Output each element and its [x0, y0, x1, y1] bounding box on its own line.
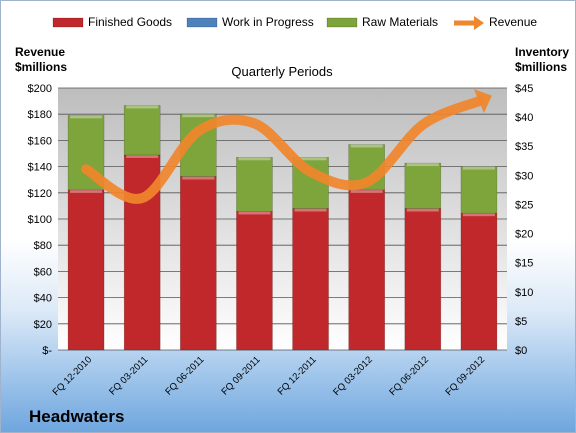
- revenue-line-path: [81, 96, 484, 204]
- x-tick-label: FQ 12-2011: [276, 354, 319, 397]
- bar-highlight: [294, 208, 327, 212]
- right-tick-label: $5: [515, 316, 527, 328]
- legend-label: Revenue: [489, 15, 537, 29]
- legend-label: Work in Progress: [222, 15, 314, 29]
- right-tick-label: $45: [515, 83, 533, 95]
- bar-highlight: [350, 144, 383, 148]
- company-name: Headwaters: [29, 407, 125, 426]
- x-tick-label: FQ 06-2012: [387, 354, 431, 398]
- left-tick-label: $100: [28, 214, 52, 226]
- x-tick-label: FQ 12-2010: [51, 354, 95, 398]
- bar-highlight: [182, 176, 215, 180]
- left-axis-ticks: $- $20 $40 $60 $80 $100 $120 $140 $160 $180 $200: [28, 83, 53, 357]
- bar-highlight: [70, 189, 103, 193]
- bar-raw-materials: [236, 156, 273, 212]
- left-tick-label: $60: [34, 266, 52, 278]
- right-tick-label: $40: [515, 112, 533, 124]
- bar-highlight: [238, 211, 271, 215]
- bar-finished-goods: [460, 212, 498, 351]
- right-axis-ticks: $0 $5 $10 $15 $20 $25 $30 $35 $40 $45: [515, 83, 533, 357]
- right-tick-label: $25: [515, 199, 533, 211]
- right-tick-label: $20: [515, 229, 533, 241]
- bar-raw-materials: [460, 166, 498, 214]
- left-tick-label: $-: [42, 345, 52, 357]
- right-tick-label: $15: [515, 258, 533, 270]
- bar-finished-goods: [180, 176, 217, 351]
- chart-title: Quarterly Periods: [231, 64, 333, 79]
- legend-swatch: [326, 17, 358, 28]
- bar-raw-materials: [123, 105, 161, 156]
- x-tick-label: FQ 03-2012: [331, 354, 375, 398]
- left-tick-label: $180: [28, 109, 52, 121]
- left-tick-label: $200: [28, 83, 52, 95]
- bar-finished-goods: [292, 208, 329, 351]
- revenue-arrowhead: [473, 89, 492, 114]
- x-axis-ticks: FQ 12-2010 FQ 03-2011 FQ 06-2011 FQ 09-2011…: [51, 354, 488, 398]
- x-tick-label: FQ 06-2011: [163, 354, 206, 397]
- bar-highlight: [126, 154, 159, 158]
- legend: Finished Goods Work in Progress Raw Materi…: [52, 15, 537, 30]
- left-axis-label-line1: Revenue: [15, 45, 65, 59]
- x-tick-label: FQ 09-2011: [219, 354, 262, 397]
- bar-finished-goods: [236, 211, 273, 351]
- bar-highlight: [462, 166, 495, 170]
- legend-swatch: [52, 17, 84, 28]
- x-tick-label: FQ 09-2012: [443, 354, 487, 398]
- right-tick-label: $30: [515, 170, 533, 182]
- bar-highlight: [70, 115, 103, 119]
- right-axis-label-line1: Inventory: [515, 45, 569, 59]
- left-tick-label: $80: [34, 240, 52, 252]
- bar-finished-goods: [404, 208, 442, 351]
- bar-highlight: [406, 208, 439, 212]
- bar-highlight: [294, 157, 327, 161]
- bar-finished-goods: [348, 189, 385, 351]
- left-tick-label: $40: [34, 293, 52, 305]
- x-tick-label: FQ 03-2011: [107, 354, 150, 397]
- legend-label: Finished Goods: [88, 15, 172, 29]
- bar-highlight: [406, 163, 439, 167]
- bar-highlight: [182, 114, 215, 118]
- bar-highlight: [462, 213, 495, 217]
- right-axis-label-line2: $millions: [515, 60, 567, 74]
- left-axis-label-line2: $millions: [15, 60, 67, 74]
- bar-highlight: [350, 189, 383, 193]
- left-tick-label: $160: [28, 135, 52, 147]
- bar-finished-goods: [67, 189, 105, 351]
- left-tick-label: $120: [28, 188, 52, 200]
- bar-highlight: [238, 157, 271, 161]
- left-tick-label: $20: [34, 319, 52, 331]
- left-tick-label: $140: [28, 162, 52, 174]
- right-tick-label: $10: [515, 287, 533, 299]
- legend-label: Raw Materials: [362, 15, 438, 29]
- bar-raw-materials: [404, 162, 442, 209]
- legend-swatch-arrow: [474, 16, 484, 30]
- bar-highlight: [126, 105, 159, 109]
- legend-swatch: [186, 17, 218, 28]
- revenue-line: [81, 89, 492, 204]
- right-tick-label: $35: [515, 141, 533, 153]
- right-tick-label: $0: [515, 345, 527, 357]
